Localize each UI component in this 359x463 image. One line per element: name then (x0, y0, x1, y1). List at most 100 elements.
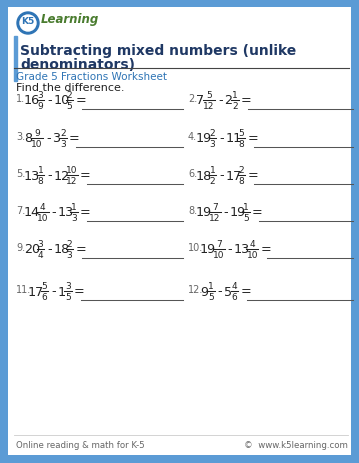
Text: 1: 1 (243, 202, 249, 211)
Text: 12: 12 (66, 177, 78, 186)
Text: -: - (52, 206, 56, 219)
Text: 4.: 4. (188, 131, 197, 142)
Circle shape (17, 13, 39, 35)
Text: =: = (247, 169, 258, 182)
Text: 8: 8 (239, 177, 244, 186)
Text: Subtracting mixed numbers (unlike: Subtracting mixed numbers (unlike (20, 44, 296, 58)
Text: 2.: 2. (188, 94, 197, 104)
Text: 10: 10 (66, 165, 78, 175)
Text: 9: 9 (34, 128, 40, 138)
Text: 2: 2 (67, 239, 72, 248)
Text: 6: 6 (42, 293, 47, 302)
Text: ©  www.k5learning.com: © www.k5learning.com (244, 440, 348, 449)
Text: 5: 5 (42, 281, 47, 290)
Text: 3: 3 (37, 239, 43, 248)
Text: 16: 16 (24, 94, 40, 107)
Text: 12: 12 (53, 169, 69, 182)
Text: 10: 10 (53, 94, 69, 107)
Text: 4: 4 (250, 239, 255, 248)
Text: 13: 13 (58, 206, 74, 219)
Text: 4: 4 (40, 202, 46, 211)
Text: 3: 3 (209, 140, 215, 149)
Text: =: = (74, 285, 84, 298)
Text: -: - (218, 285, 222, 298)
Text: 1: 1 (57, 285, 65, 298)
Text: denominators): denominators) (20, 58, 135, 72)
Text: -: - (47, 169, 52, 182)
Text: 4: 4 (38, 251, 43, 260)
Text: -: - (228, 243, 232, 256)
Text: 13: 13 (234, 243, 250, 256)
Text: 12: 12 (204, 102, 215, 111)
Text: 11: 11 (225, 132, 241, 145)
Text: K5: K5 (22, 18, 34, 26)
Text: =: = (69, 132, 80, 145)
Text: -: - (219, 132, 224, 145)
Text: 3: 3 (37, 90, 43, 100)
Text: 19: 19 (200, 243, 216, 256)
Text: 1.: 1. (16, 94, 25, 104)
Text: -: - (46, 132, 51, 145)
Text: 3: 3 (71, 214, 77, 223)
Text: 8: 8 (37, 177, 43, 186)
Text: 9: 9 (200, 285, 208, 298)
Text: 2: 2 (239, 165, 244, 175)
Text: =: = (75, 243, 86, 256)
Text: 2: 2 (232, 102, 238, 111)
Text: 13: 13 (24, 169, 40, 182)
Text: -: - (51, 285, 56, 298)
Text: 5: 5 (65, 293, 71, 302)
Text: 1: 1 (232, 90, 238, 100)
Text: =: = (80, 169, 90, 182)
Text: =: = (261, 243, 271, 256)
Text: 3: 3 (52, 132, 60, 145)
Text: 2: 2 (210, 128, 215, 138)
Text: 6.: 6. (188, 169, 197, 179)
Text: 5: 5 (208, 293, 214, 302)
Text: 19: 19 (196, 206, 212, 219)
Text: Find the difference.: Find the difference. (16, 83, 125, 93)
Text: 2: 2 (224, 94, 232, 107)
Text: 17: 17 (225, 169, 241, 182)
Text: 3: 3 (65, 281, 71, 290)
Text: 2: 2 (60, 128, 66, 138)
Text: Online reading & math for K-5: Online reading & math for K-5 (16, 440, 145, 449)
Text: 2: 2 (210, 177, 215, 186)
Text: 7.: 7. (16, 206, 25, 216)
Text: 3: 3 (67, 251, 73, 260)
Text: 18: 18 (196, 169, 212, 182)
Text: 5: 5 (239, 128, 244, 138)
Text: 5: 5 (243, 214, 249, 223)
Text: 18: 18 (53, 243, 69, 256)
Text: 10.: 10. (188, 243, 203, 252)
Text: 9: 9 (37, 102, 43, 111)
Text: 2: 2 (67, 90, 72, 100)
Text: =: = (80, 206, 90, 219)
Text: 8: 8 (24, 132, 32, 145)
Text: =: = (240, 285, 251, 298)
Text: 6: 6 (232, 293, 237, 302)
Text: 12: 12 (209, 214, 220, 223)
Text: 1: 1 (209, 165, 215, 175)
Text: 10: 10 (247, 251, 258, 260)
Text: =: = (252, 206, 263, 219)
Text: 20: 20 (24, 243, 40, 256)
Text: =: = (241, 94, 252, 107)
Bar (14, 37, 17, 82)
Text: 17: 17 (28, 285, 44, 298)
Text: 10: 10 (37, 214, 48, 223)
Text: 8.: 8. (188, 206, 197, 216)
Circle shape (20, 16, 36, 32)
Text: 1: 1 (71, 202, 77, 211)
Text: 7: 7 (212, 202, 218, 211)
Text: -: - (218, 94, 223, 107)
Text: 14: 14 (24, 206, 40, 219)
Text: 3.: 3. (16, 131, 25, 142)
Text: 19: 19 (230, 206, 246, 219)
Text: 10: 10 (31, 140, 43, 149)
Text: 8: 8 (239, 140, 244, 149)
Text: 12.: 12. (188, 284, 204, 294)
Text: 7: 7 (216, 239, 222, 248)
Text: 9.: 9. (16, 243, 25, 252)
Text: =: = (75, 94, 86, 107)
